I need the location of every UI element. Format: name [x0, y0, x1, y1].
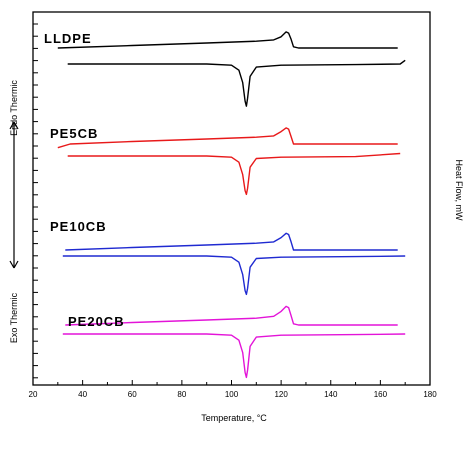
x-tick-label: 60 — [128, 390, 137, 399]
series-line-pe5cb-cooling — [67, 152, 401, 196]
series-label-pe10cb: PE10CB — [50, 219, 107, 234]
axes — [32, 11, 431, 386]
series-line-pe5cb-heating — [57, 127, 398, 149]
series-label-lldpe: LLDPE — [44, 31, 92, 46]
series-line-pe10cb-cooling — [62, 255, 406, 296]
x-axis-title: Temperature, °C — [201, 413, 267, 423]
x-tick-label: 160 — [374, 390, 388, 399]
arrow-head-down-right — [13, 260, 19, 269]
series-label-pe20cb: PE20CB — [68, 314, 125, 329]
series-labels: LLDPE PE5CB PE10CB PE20CB — [44, 31, 125, 329]
arrow-head-up-right — [13, 121, 19, 130]
series-line-lldpe-heating — [57, 31, 398, 49]
y-axis-title: Heat Flow, mW — [454, 159, 464, 221]
series-line-pe20cb-cooling — [62, 333, 406, 379]
curves — [57, 31, 406, 379]
x-tick-label: 20 — [29, 390, 38, 399]
x-tick-label: 120 — [274, 390, 288, 399]
tick-marks: 20 40 60 80 100 120 140 160 180 — [29, 23, 437, 399]
plot-frame — [32, 11, 431, 386]
arrow-head-up — [9, 121, 15, 130]
exo-thermic-label: Exo Thermic — [9, 292, 19, 343]
x-tick-label: 80 — [177, 390, 186, 399]
series-line-lldpe-cooling — [67, 59, 406, 107]
endo-thermic-label: Endo Thermic — [9, 80, 19, 136]
series-line-pe20cb-heating — [65, 305, 398, 326]
endo-exo-arrow — [9, 121, 19, 269]
series-line-pe10cb-heating — [65, 232, 398, 251]
arrow-head-down — [9, 260, 15, 269]
x-tick-label: 100 — [225, 390, 239, 399]
series-label-pe5cb: PE5CB — [50, 126, 98, 141]
x-tick-label: 40 — [78, 390, 87, 399]
x-tick-label: 140 — [324, 390, 338, 399]
x-tick-label: 180 — [423, 390, 437, 399]
